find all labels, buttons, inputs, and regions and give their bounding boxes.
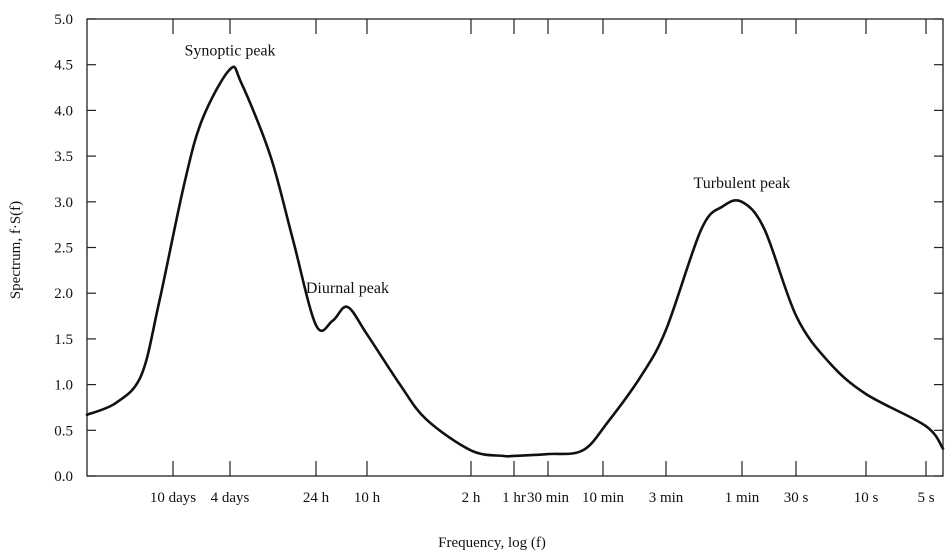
spectrum-line [85, 65, 945, 458]
y-tick-label: 1.0 [54, 378, 73, 394]
x-tick-label: 24 h [303, 490, 330, 506]
x-tick-label: 30 min [527, 490, 570, 506]
x-tick-label: 1 hr [502, 490, 526, 506]
x-tick-label: 10 h [354, 490, 381, 506]
x-tick-label: 10 days [150, 490, 196, 506]
y-tick-label: 4.5 [54, 58, 73, 74]
y-tick-label: 3.0 [54, 195, 73, 211]
peak-annotation: Diurnal peak [306, 280, 389, 297]
plot-area: 0.0 0.5 1.0 1.5 2.0 2.5 3.0 3.5 4.0 4.5 5.0 10 days… [54, 12, 945, 506]
x-tick-label: 1 min [725, 490, 760, 506]
x-tick-label: 5 s [917, 490, 934, 506]
x-tick-label: 3 min [649, 490, 684, 506]
y-tick-label: 1.5 [54, 332, 73, 348]
plot-frame [86, 18, 944, 477]
y-tick-label: 0.5 [54, 423, 73, 439]
x-tick-label: 10 s [854, 490, 879, 506]
y-tick-label: 3.5 [54, 149, 73, 165]
x-tick-label: 10 min [582, 490, 625, 506]
x-axis-label: Frequency, log (f) [438, 535, 546, 551]
y-axis-label: Spectrum, f·S(f) [8, 201, 24, 299]
y-tick-label: 4.0 [54, 103, 73, 119]
y-tick-label: 2.0 [54, 286, 73, 302]
x-tick-label: 2 h [462, 490, 481, 506]
y-tick-label: 5.0 [54, 12, 73, 28]
x-tick-label: 30 s [784, 490, 809, 506]
peak-annotation: Synoptic peak [184, 42, 275, 59]
y-tick-label: 2.5 [54, 241, 73, 257]
x-tick-label: 4 days [211, 490, 250, 506]
y-tick-label: 0.0 [54, 469, 73, 485]
peak-annotation: Turbulent peak [694, 175, 791, 192]
